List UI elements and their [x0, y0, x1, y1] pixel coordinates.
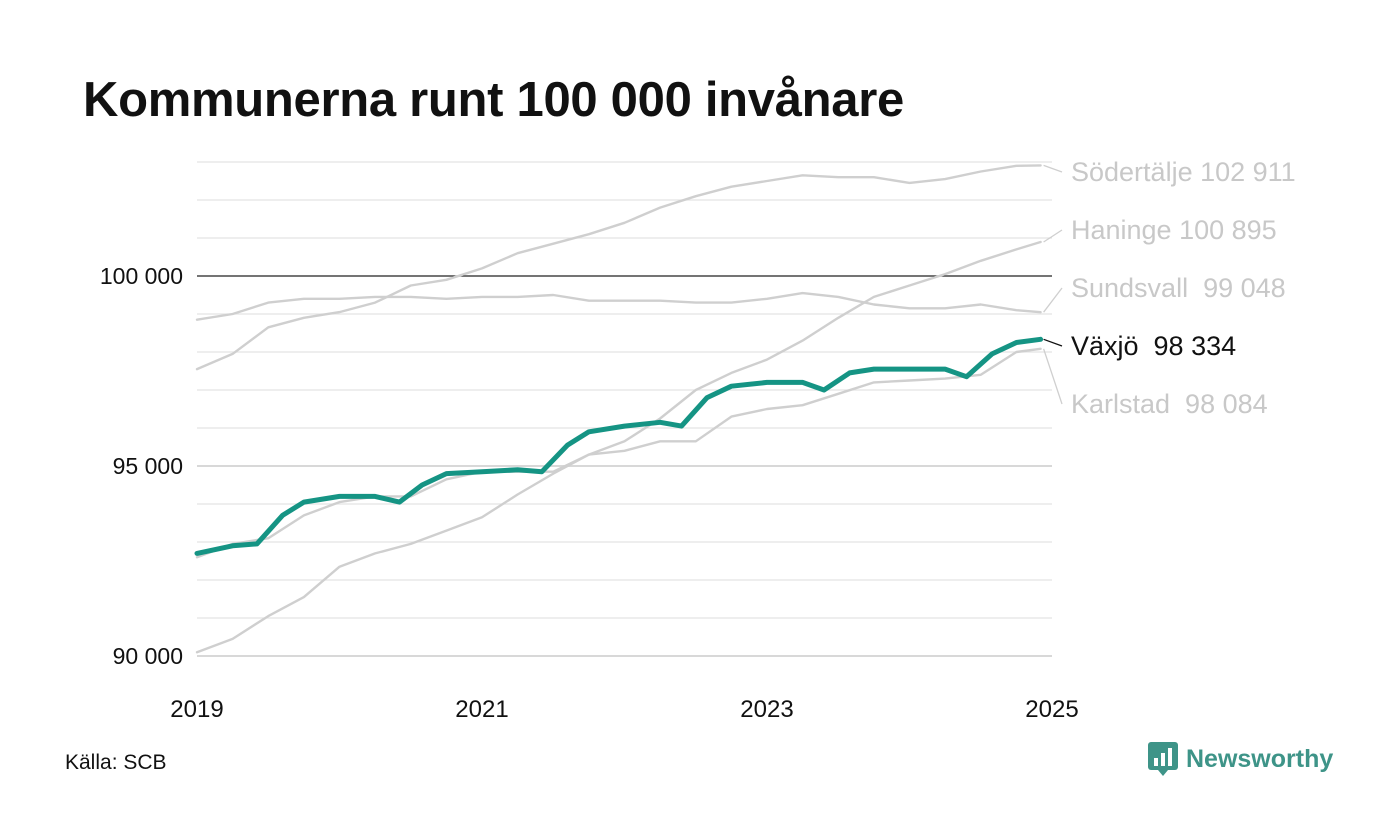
series-line-sundsvall: [195, 291, 1042, 321]
series-line-växjö: [194, 336, 1044, 556]
series-lines: [194, 164, 1044, 654]
series-line-södertälje: [195, 164, 1042, 371]
brand-logo[interactable]: Newsworthy: [1148, 742, 1333, 776]
x-tick-label: 2025: [1025, 696, 1078, 723]
series-label-södertälje: Södertälje 102 911: [1071, 157, 1296, 187]
series-labels: Södertälje 102 911 Haninge 100 895 Sundsva…: [1042, 157, 1296, 419]
series-line-karlstad: [195, 347, 1042, 559]
x-tick-label: 2021: [455, 696, 508, 723]
series-line-haninge: [195, 240, 1042, 654]
y-tick-label: 95 000: [113, 453, 183, 479]
x-tick-label: 2019: [170, 696, 223, 723]
label-leader-line: [1043, 229, 1063, 243]
series-label-växjö: Växjö 98 334: [1071, 331, 1236, 361]
gridlines: [197, 161, 1052, 657]
chart-title: Kommunerna runt 100 000 invånare: [83, 73, 904, 127]
axis-ticks: 90 000 95 000 100 000 2019 2021 2023 2025: [100, 263, 1079, 723]
x-tick-label: 2023: [740, 696, 793, 723]
series-label-sundsvall: Sundsvall 99 048: [1071, 273, 1286, 303]
brand-name: Newsworthy: [1186, 744, 1334, 773]
y-tick-label: 100 000: [100, 263, 183, 289]
y-tick-label: 90 000: [113, 643, 183, 669]
label-leader-line: [1042, 348, 1063, 405]
source-note: Källa: SCB: [65, 751, 167, 774]
label-leader-line: [1043, 287, 1063, 313]
newsworthy-logo-icon: [1148, 742, 1178, 776]
series-label-karlstad: Karlstad 98 084: [1071, 389, 1268, 419]
label-leader-line: [1043, 338, 1063, 347]
series-label-haninge: Haninge 100 895: [1071, 215, 1277, 245]
label-leader-line: [1043, 164, 1063, 173]
